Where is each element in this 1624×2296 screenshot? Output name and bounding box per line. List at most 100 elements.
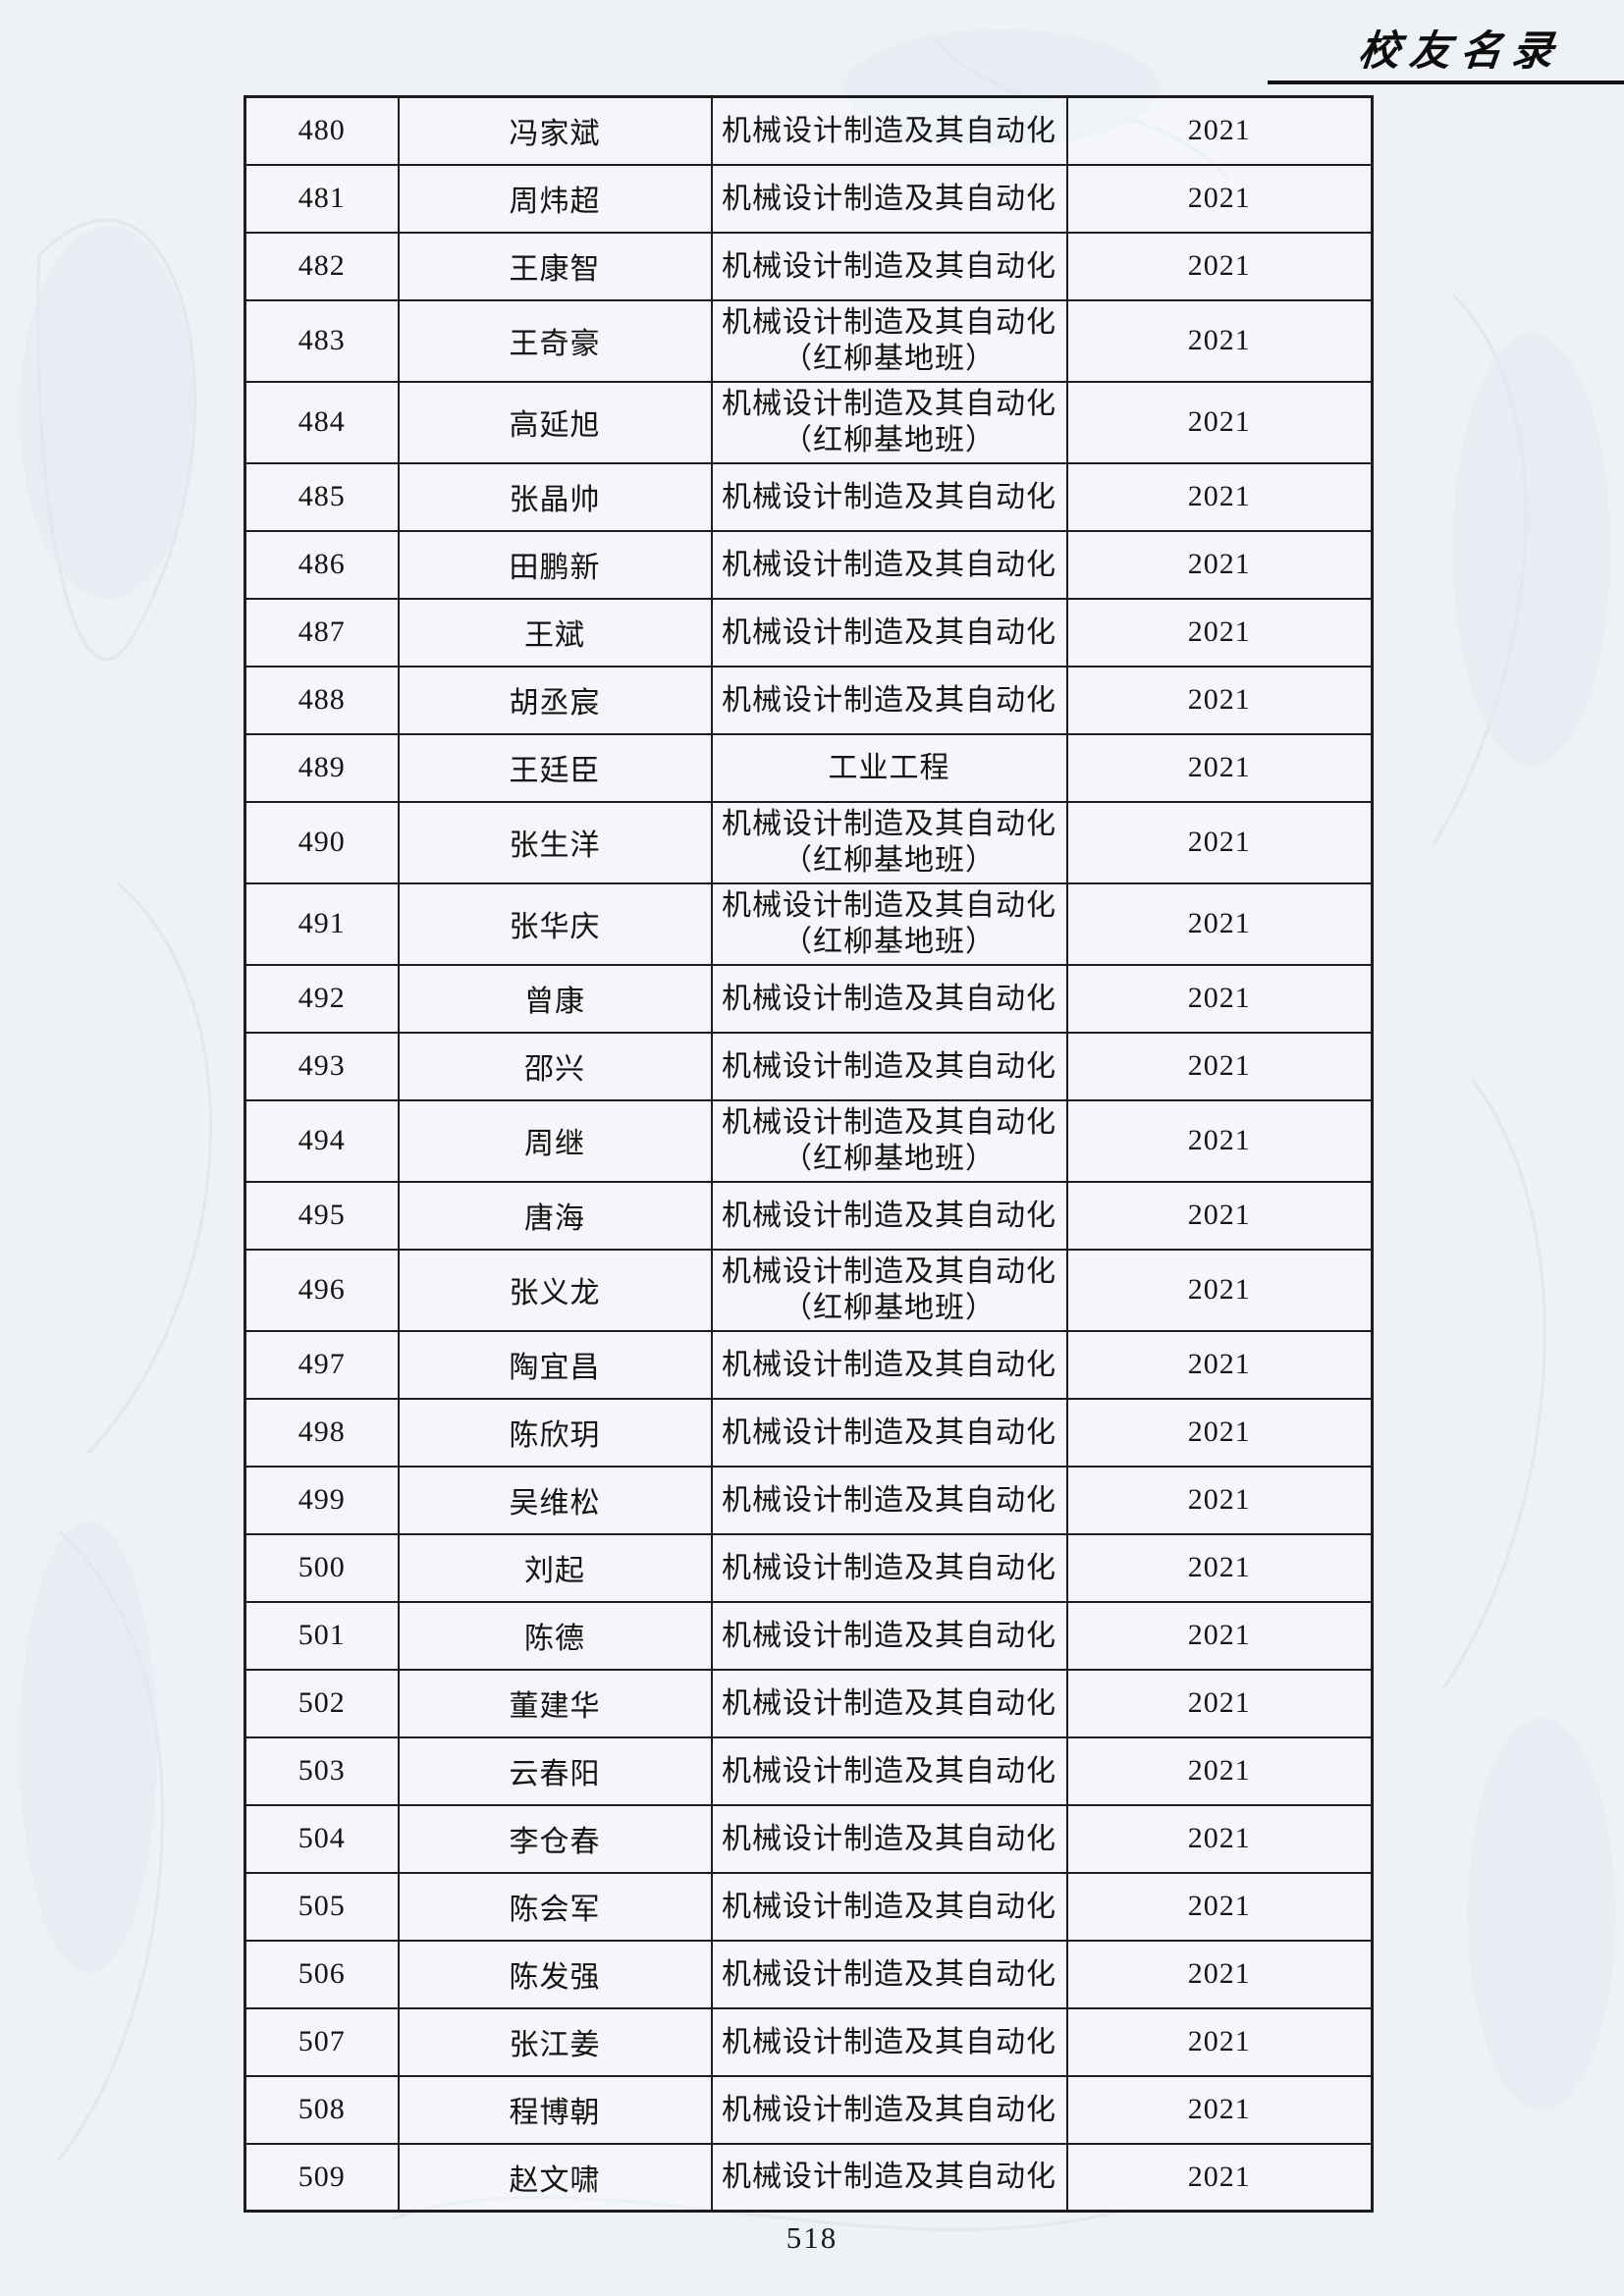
row-number: 507 bbox=[298, 2025, 346, 2057]
alumnus-name: 邵兴 bbox=[524, 1053, 585, 1086]
alumnus-name: 王奇豪 bbox=[509, 328, 601, 360]
row-number: 491 bbox=[298, 907, 346, 939]
table-row: 497 陶宜昌 机械设计制造及其自动化 2021 bbox=[244, 1329, 1374, 1400]
row-number: 508 bbox=[298, 2093, 346, 2125]
cell-major: 机械设计制造及其自动化 （红柳基地班） bbox=[710, 1248, 1068, 1332]
cell-major: 机械设计制造及其自动化 （红柳基地班） bbox=[710, 298, 1068, 383]
cell-major: 机械设计制造及其自动化 bbox=[710, 529, 1068, 600]
cell-major: 机械设计制造及其自动化 bbox=[710, 1871, 1068, 1942]
cell-number: 492 bbox=[244, 963, 400, 1034]
table-row: 485 张晶帅 机械设计制造及其自动化 2021 bbox=[244, 461, 1374, 532]
cell-year: 2021 bbox=[1065, 1803, 1374, 1874]
table-row: 496 张义龙 机械设计制造及其自动化 （红柳基地班） 2021 bbox=[244, 1248, 1374, 1332]
major-name: 机械设计制造及其自动化 bbox=[722, 1415, 1056, 1449]
cell-major: 机械设计制造及其自动化 bbox=[710, 1180, 1068, 1251]
enrollment-year: 2021 bbox=[1187, 1754, 1251, 1787]
cell-year: 2021 bbox=[1065, 800, 1374, 884]
row-number: 489 bbox=[298, 751, 346, 783]
cell-name: 陈德 bbox=[397, 1600, 713, 1671]
major-name: 机械设计制造及其自动化 bbox=[722, 889, 1056, 922]
enrollment-year: 2021 bbox=[1187, 1415, 1251, 1448]
row-number: 490 bbox=[298, 826, 346, 858]
enrollment-year: 2021 bbox=[1187, 1551, 1251, 1583]
table-row: 506 陈发强 机械设计制造及其自动化 2021 bbox=[244, 1939, 1374, 2009]
major-subclass: （红柳基地班） bbox=[783, 844, 996, 877]
table-row: 487 王斌 机械设计制造及其自动化 2021 bbox=[244, 597, 1374, 667]
table-row: 504 李仓春 机械设计制造及其自动化 2021 bbox=[244, 1803, 1374, 1874]
cell-number: 508 bbox=[244, 2074, 400, 2145]
row-number: 500 bbox=[298, 1551, 346, 1583]
major-name: 机械设计制造及其自动化 bbox=[722, 306, 1056, 339]
row-number: 484 bbox=[298, 405, 346, 438]
cell-number: 496 bbox=[244, 1248, 400, 1332]
cell-name: 李仓春 bbox=[397, 1803, 713, 1874]
cell-name: 高延旭 bbox=[397, 380, 713, 464]
cell-year: 2021 bbox=[1065, 231, 1374, 301]
enrollment-year: 2021 bbox=[1187, 2025, 1251, 2057]
page-number: 518 bbox=[785, 2220, 839, 2255]
enrollment-year: 2021 bbox=[1187, 1273, 1251, 1306]
alumnus-name: 王斌 bbox=[524, 619, 585, 652]
cell-year: 2021 bbox=[1065, 1397, 1374, 1468]
cell-number: 495 bbox=[244, 1180, 400, 1251]
cell-number: 491 bbox=[244, 881, 400, 966]
cell-number: 484 bbox=[244, 380, 400, 464]
row-number: 492 bbox=[298, 982, 346, 1014]
cell-major: 机械设计制造及其自动化 bbox=[710, 1600, 1068, 1671]
row-number: 488 bbox=[298, 683, 346, 716]
cell-year: 2021 bbox=[1065, 963, 1374, 1034]
alumnus-name: 张华庆 bbox=[509, 911, 601, 943]
enrollment-year: 2021 bbox=[1187, 249, 1251, 282]
cell-number: 500 bbox=[244, 1532, 400, 1603]
alumnus-name: 唐海 bbox=[524, 1202, 585, 1235]
row-number: 503 bbox=[298, 1754, 346, 1787]
cell-name: 张义龙 bbox=[397, 1248, 713, 1332]
enrollment-year: 2021 bbox=[1187, 1124, 1251, 1156]
cell-number: 504 bbox=[244, 1803, 400, 1874]
table-row: 489 王廷臣 工业工程 2021 bbox=[244, 732, 1374, 803]
cell-name: 王斌 bbox=[397, 597, 713, 667]
table-row: 499 吴维松 机械设计制造及其自动化 2021 bbox=[244, 1465, 1374, 1535]
enrollment-year: 2021 bbox=[1187, 405, 1251, 438]
alumnus-name: 赵文啸 bbox=[509, 2163, 601, 2197]
major-name: 机械设计制造及其自动化 bbox=[722, 114, 1056, 147]
cell-number: 502 bbox=[244, 1668, 400, 1738]
enrollment-year: 2021 bbox=[1187, 1348, 1251, 1380]
row-number: 494 bbox=[298, 1124, 346, 1156]
table-row: 495 唐海 机械设计制造及其自动化 2021 bbox=[244, 1180, 1374, 1251]
cell-year: 2021 bbox=[1065, 1180, 1374, 1251]
cell-name: 陈会军 bbox=[397, 1871, 713, 1942]
cell-year: 2021 bbox=[1065, 95, 1374, 166]
cell-major: 机械设计制造及其自动化 bbox=[710, 95, 1068, 166]
enrollment-year: 2021 bbox=[1187, 826, 1251, 858]
cell-major: 机械设计制造及其自动化 bbox=[710, 1329, 1068, 1400]
alumnus-name: 陶宜昌 bbox=[509, 1352, 601, 1384]
cell-name: 陈发强 bbox=[397, 1939, 713, 2009]
cell-name: 田鹏新 bbox=[397, 529, 713, 600]
cell-name: 张晶帅 bbox=[397, 461, 713, 532]
cell-number: 488 bbox=[244, 665, 400, 735]
alumnus-name: 李仓春 bbox=[509, 1826, 601, 1858]
table-row: 492 曾康 机械设计制造及其自动化 2021 bbox=[244, 963, 1374, 1034]
cell-major: 机械设计制造及其自动化 bbox=[710, 1465, 1068, 1535]
table-row: 491 张华庆 机械设计制造及其自动化 （红柳基地班） 2021 bbox=[244, 881, 1374, 966]
table-row: 490 张生洋 机械设计制造及其自动化 （红柳基地班） 2021 bbox=[244, 800, 1374, 884]
cell-name: 张江姜 bbox=[397, 2006, 713, 2077]
row-number: 482 bbox=[298, 249, 346, 282]
alumnus-name: 陈发强 bbox=[509, 1961, 601, 1994]
major-name: 机械设计制造及其自动化 bbox=[722, 1890, 1056, 1923]
cell-year: 2021 bbox=[1065, 1532, 1374, 1603]
cell-year: 2021 bbox=[1065, 529, 1374, 600]
alumnus-name: 陈德 bbox=[524, 1623, 585, 1655]
alumnus-name: 周炜超 bbox=[509, 186, 601, 218]
enrollment-year: 2021 bbox=[1187, 114, 1251, 147]
cell-year: 2021 bbox=[1065, 1098, 1374, 1183]
cell-number: 498 bbox=[244, 1397, 400, 1468]
cell-name: 周炜超 bbox=[397, 163, 713, 234]
enrollment-year: 2021 bbox=[1187, 1890, 1251, 1922]
cell-name: 张华庆 bbox=[397, 881, 713, 966]
cell-year: 2021 bbox=[1065, 1871, 1374, 1942]
enrollment-year: 2021 bbox=[1187, 182, 1251, 214]
major-name: 机械设计制造及其自动化 bbox=[722, 1348, 1056, 1381]
enrollment-year: 2021 bbox=[1187, 907, 1251, 939]
